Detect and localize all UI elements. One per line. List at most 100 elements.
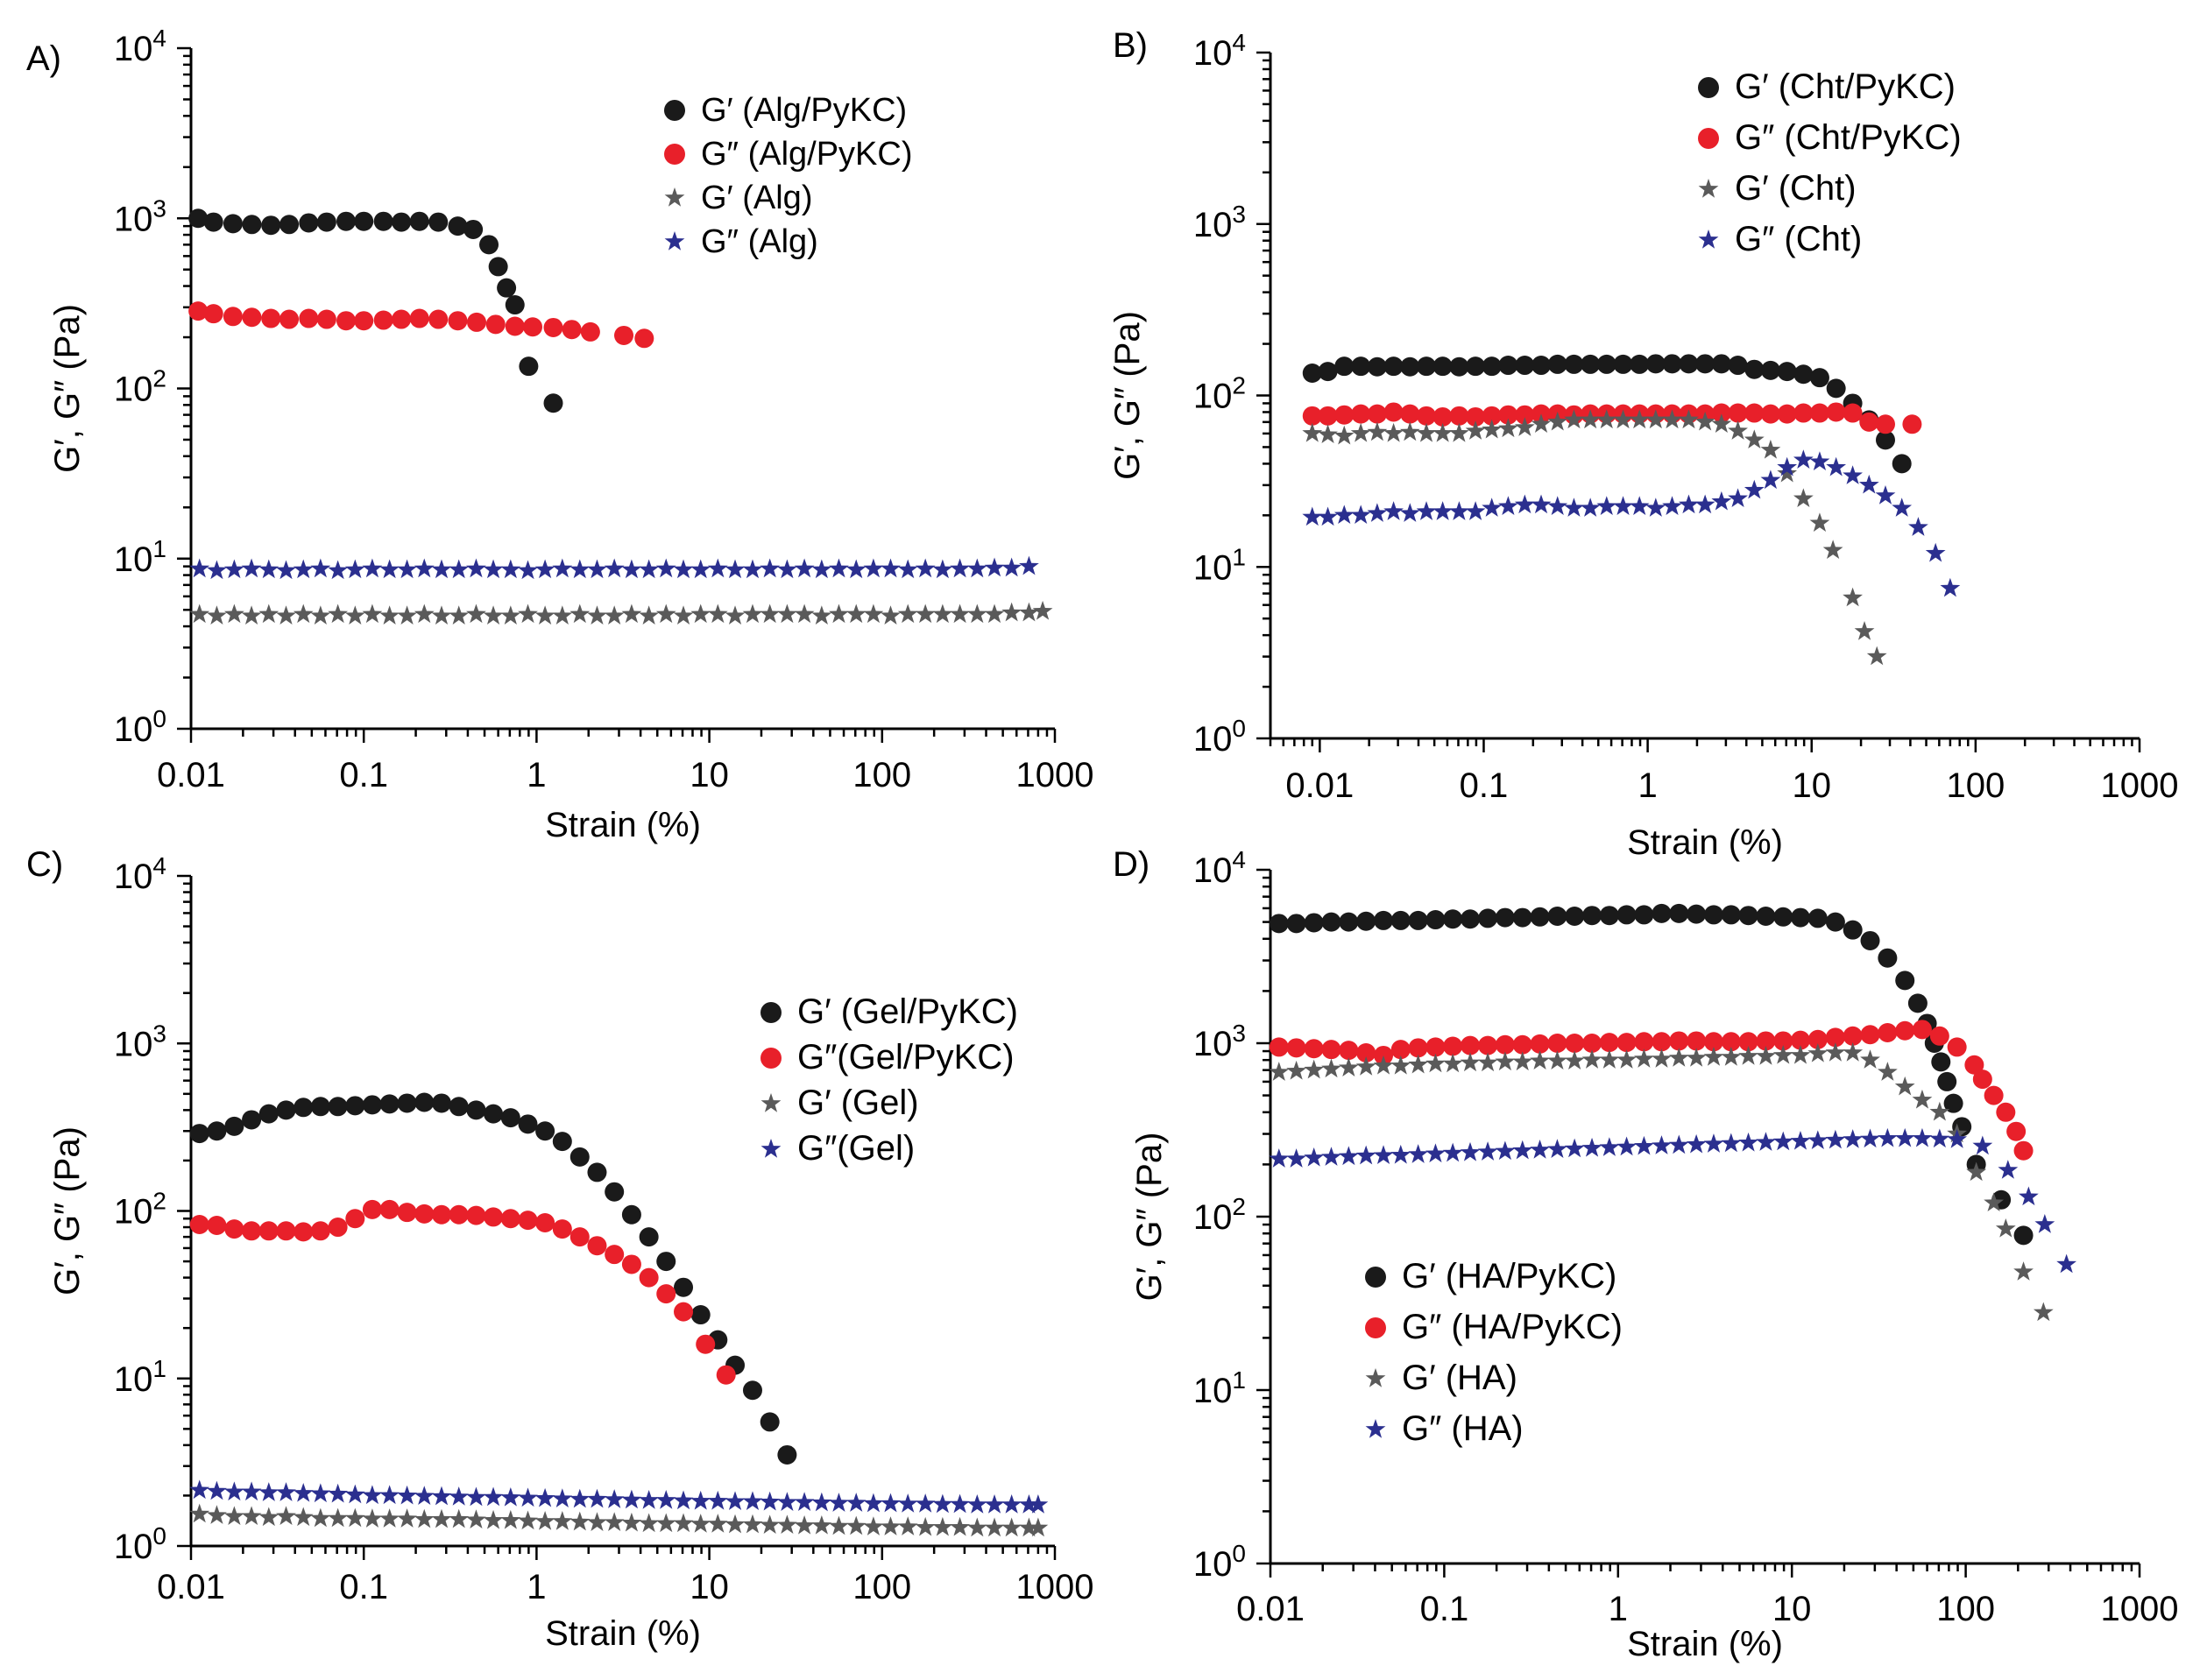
data-point <box>829 604 849 624</box>
data-point <box>1825 912 1845 932</box>
data-point <box>742 604 763 624</box>
data-point <box>379 605 400 625</box>
data-point <box>863 604 884 624</box>
data-point <box>845 1493 867 1512</box>
data-point <box>569 1147 590 1167</box>
data-point <box>1321 1040 1341 1060</box>
data-point <box>950 1516 970 1536</box>
data-point <box>1728 356 1748 376</box>
data-point <box>224 1219 244 1239</box>
data-point <box>518 1487 538 1507</box>
data-point <box>428 212 449 232</box>
data-point <box>310 1097 330 1117</box>
data-point <box>379 1094 400 1114</box>
data-point <box>604 1512 625 1531</box>
legend-label: G″ (Alg) <box>701 223 818 260</box>
data-point <box>1721 1032 1741 1052</box>
data-point <box>1652 1032 1672 1052</box>
y-axis-label: G′, G″ (Pa) <box>1108 311 1147 480</box>
data-point <box>2013 1225 2034 1246</box>
data-point <box>1596 354 1616 374</box>
x-tick-label: 0.01 <box>1285 766 1354 805</box>
data-point <box>223 1506 244 1526</box>
data-point <box>621 559 642 579</box>
data-point <box>562 320 582 340</box>
data-point <box>552 1219 572 1239</box>
data-point <box>362 1199 382 1219</box>
data-point <box>1760 360 1780 380</box>
data-point <box>344 1507 365 1528</box>
data-point <box>1596 496 1617 516</box>
data-point <box>1318 506 1338 526</box>
data-point <box>1634 1032 1654 1052</box>
y-tick-label: 101 <box>114 535 166 579</box>
data-point <box>1356 911 1376 931</box>
data-point <box>760 1412 780 1432</box>
data-point <box>223 214 243 234</box>
data-point <box>845 1515 867 1535</box>
data-point <box>1760 404 1780 424</box>
x-axis-label: Strain (%) <box>545 806 701 844</box>
data-point <box>656 1252 676 1272</box>
data-point <box>1564 1050 1585 1069</box>
data-point <box>742 1514 763 1534</box>
data-point <box>2013 1140 2034 1161</box>
y-axis-label: G′, G″ (Pa) <box>48 304 87 473</box>
data-point <box>1912 1089 1933 1109</box>
data-point <box>483 1509 504 1529</box>
data-point <box>379 559 400 579</box>
data-point <box>431 1508 452 1528</box>
data-point <box>552 1132 572 1152</box>
data-point <box>932 559 953 579</box>
data-point <box>569 1227 590 1247</box>
data-point <box>1495 1034 1515 1055</box>
data-point <box>397 1203 417 1223</box>
data-point <box>811 1492 832 1512</box>
data-point <box>1302 406 1322 426</box>
data-point <box>279 215 300 235</box>
legend-label: G″ (Cht) <box>1735 220 1862 258</box>
data-point <box>1687 1031 1707 1051</box>
legend-marker <box>1698 77 1719 98</box>
data-point <box>881 1493 901 1513</box>
data-point <box>1512 1034 1532 1055</box>
data-point <box>276 1221 296 1241</box>
data-point <box>258 1482 279 1501</box>
data-point <box>207 1505 227 1524</box>
data-point <box>293 559 314 579</box>
data-point <box>1408 1038 1428 1058</box>
data-point <box>725 1491 746 1511</box>
data-point <box>1498 356 1518 376</box>
data-point <box>1351 356 1371 377</box>
y-tick-label: 104 <box>1193 29 1246 73</box>
data-point <box>1826 456 1847 476</box>
data-point <box>299 213 319 233</box>
data-point <box>519 356 539 377</box>
data-point <box>224 1116 244 1136</box>
legend-label: G″ (Cht/PyKC) <box>1735 118 1962 157</box>
data-point <box>1001 557 1022 577</box>
data-point <box>760 1491 781 1511</box>
data-point <box>1777 404 1797 424</box>
data-point <box>725 605 746 625</box>
data-point <box>328 560 349 580</box>
data-point <box>1482 406 1502 426</box>
data-point <box>915 1493 936 1513</box>
data-point <box>1374 910 1394 930</box>
data-point <box>1286 1148 1307 1168</box>
x-tick-label: 1000 <box>1016 1568 1094 1606</box>
series-1 <box>1269 903 2034 1246</box>
data-point <box>639 1267 659 1288</box>
data-point <box>362 1485 383 1505</box>
data-point <box>1416 501 1437 520</box>
data-point <box>328 1218 348 1238</box>
data-point <box>1629 496 1650 516</box>
data-point <box>466 1509 486 1528</box>
data-point <box>1001 1494 1022 1514</box>
data-point <box>534 605 555 625</box>
data-point <box>1825 1027 1845 1048</box>
data-point <box>966 558 987 578</box>
series-2 <box>189 1199 736 1385</box>
data-point <box>1937 1071 1957 1091</box>
data-point <box>189 1503 210 1523</box>
